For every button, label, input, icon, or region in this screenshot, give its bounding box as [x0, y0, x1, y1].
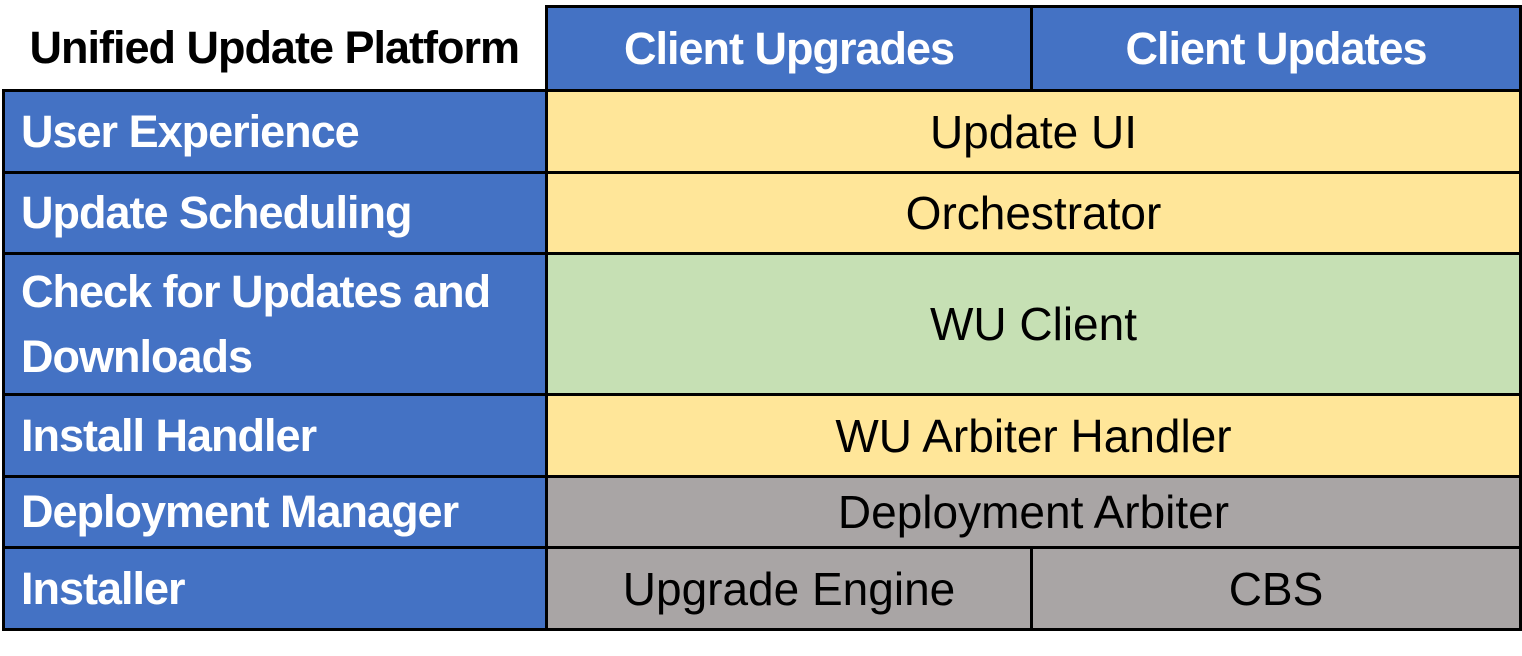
row-label-deployment-manager: Deployment Manager	[2, 475, 548, 549]
table-row: Check for Updates and Downloads WU Clien…	[2, 252, 1522, 396]
cell-cbs: CBS	[1030, 546, 1522, 631]
row-label-user-experience: User Experience	[2, 89, 548, 174]
row-label-update-scheduling: Update Scheduling	[2, 171, 548, 255]
row-label-installer: Installer	[2, 546, 548, 631]
column-header-client-updates: Client Updates	[1030, 5, 1522, 92]
table-row: Update Scheduling Orchestrator	[2, 171, 1522, 255]
row-label-install-handler: Install Handler	[2, 393, 548, 478]
header-row: Unified Update Platform Client Upgrades …	[3, 5, 1522, 92]
table-row: User Experience Update UI	[2, 89, 1522, 174]
table-row: Install Handler WU Arbiter Handler	[2, 393, 1522, 478]
table-row: Deployment Manager Deployment Arbiter	[2, 475, 1522, 549]
cell-deployment-arbiter: Deployment Arbiter	[545, 475, 1522, 549]
cell-wu-client: WU Client	[545, 252, 1522, 396]
column-header-client-upgrades: Client Upgrades	[545, 5, 1033, 92]
uup-architecture-table: Unified Update Platform Client Upgrades …	[2, 5, 1522, 631]
cell-wu-arbiter-handler: WU Arbiter Handler	[545, 393, 1522, 478]
row-label-check-for-updates-and-downloads: Check for Updates and Downloads	[2, 252, 548, 396]
diagram-title: Unified Update Platform	[3, 6, 547, 91]
table-row: Installer Upgrade Engine CBS	[2, 546, 1522, 631]
cell-upgrade-engine: Upgrade Engine	[545, 546, 1033, 631]
cell-orchestrator: Orchestrator	[545, 171, 1522, 255]
cell-update-ui: Update UI	[545, 89, 1522, 174]
